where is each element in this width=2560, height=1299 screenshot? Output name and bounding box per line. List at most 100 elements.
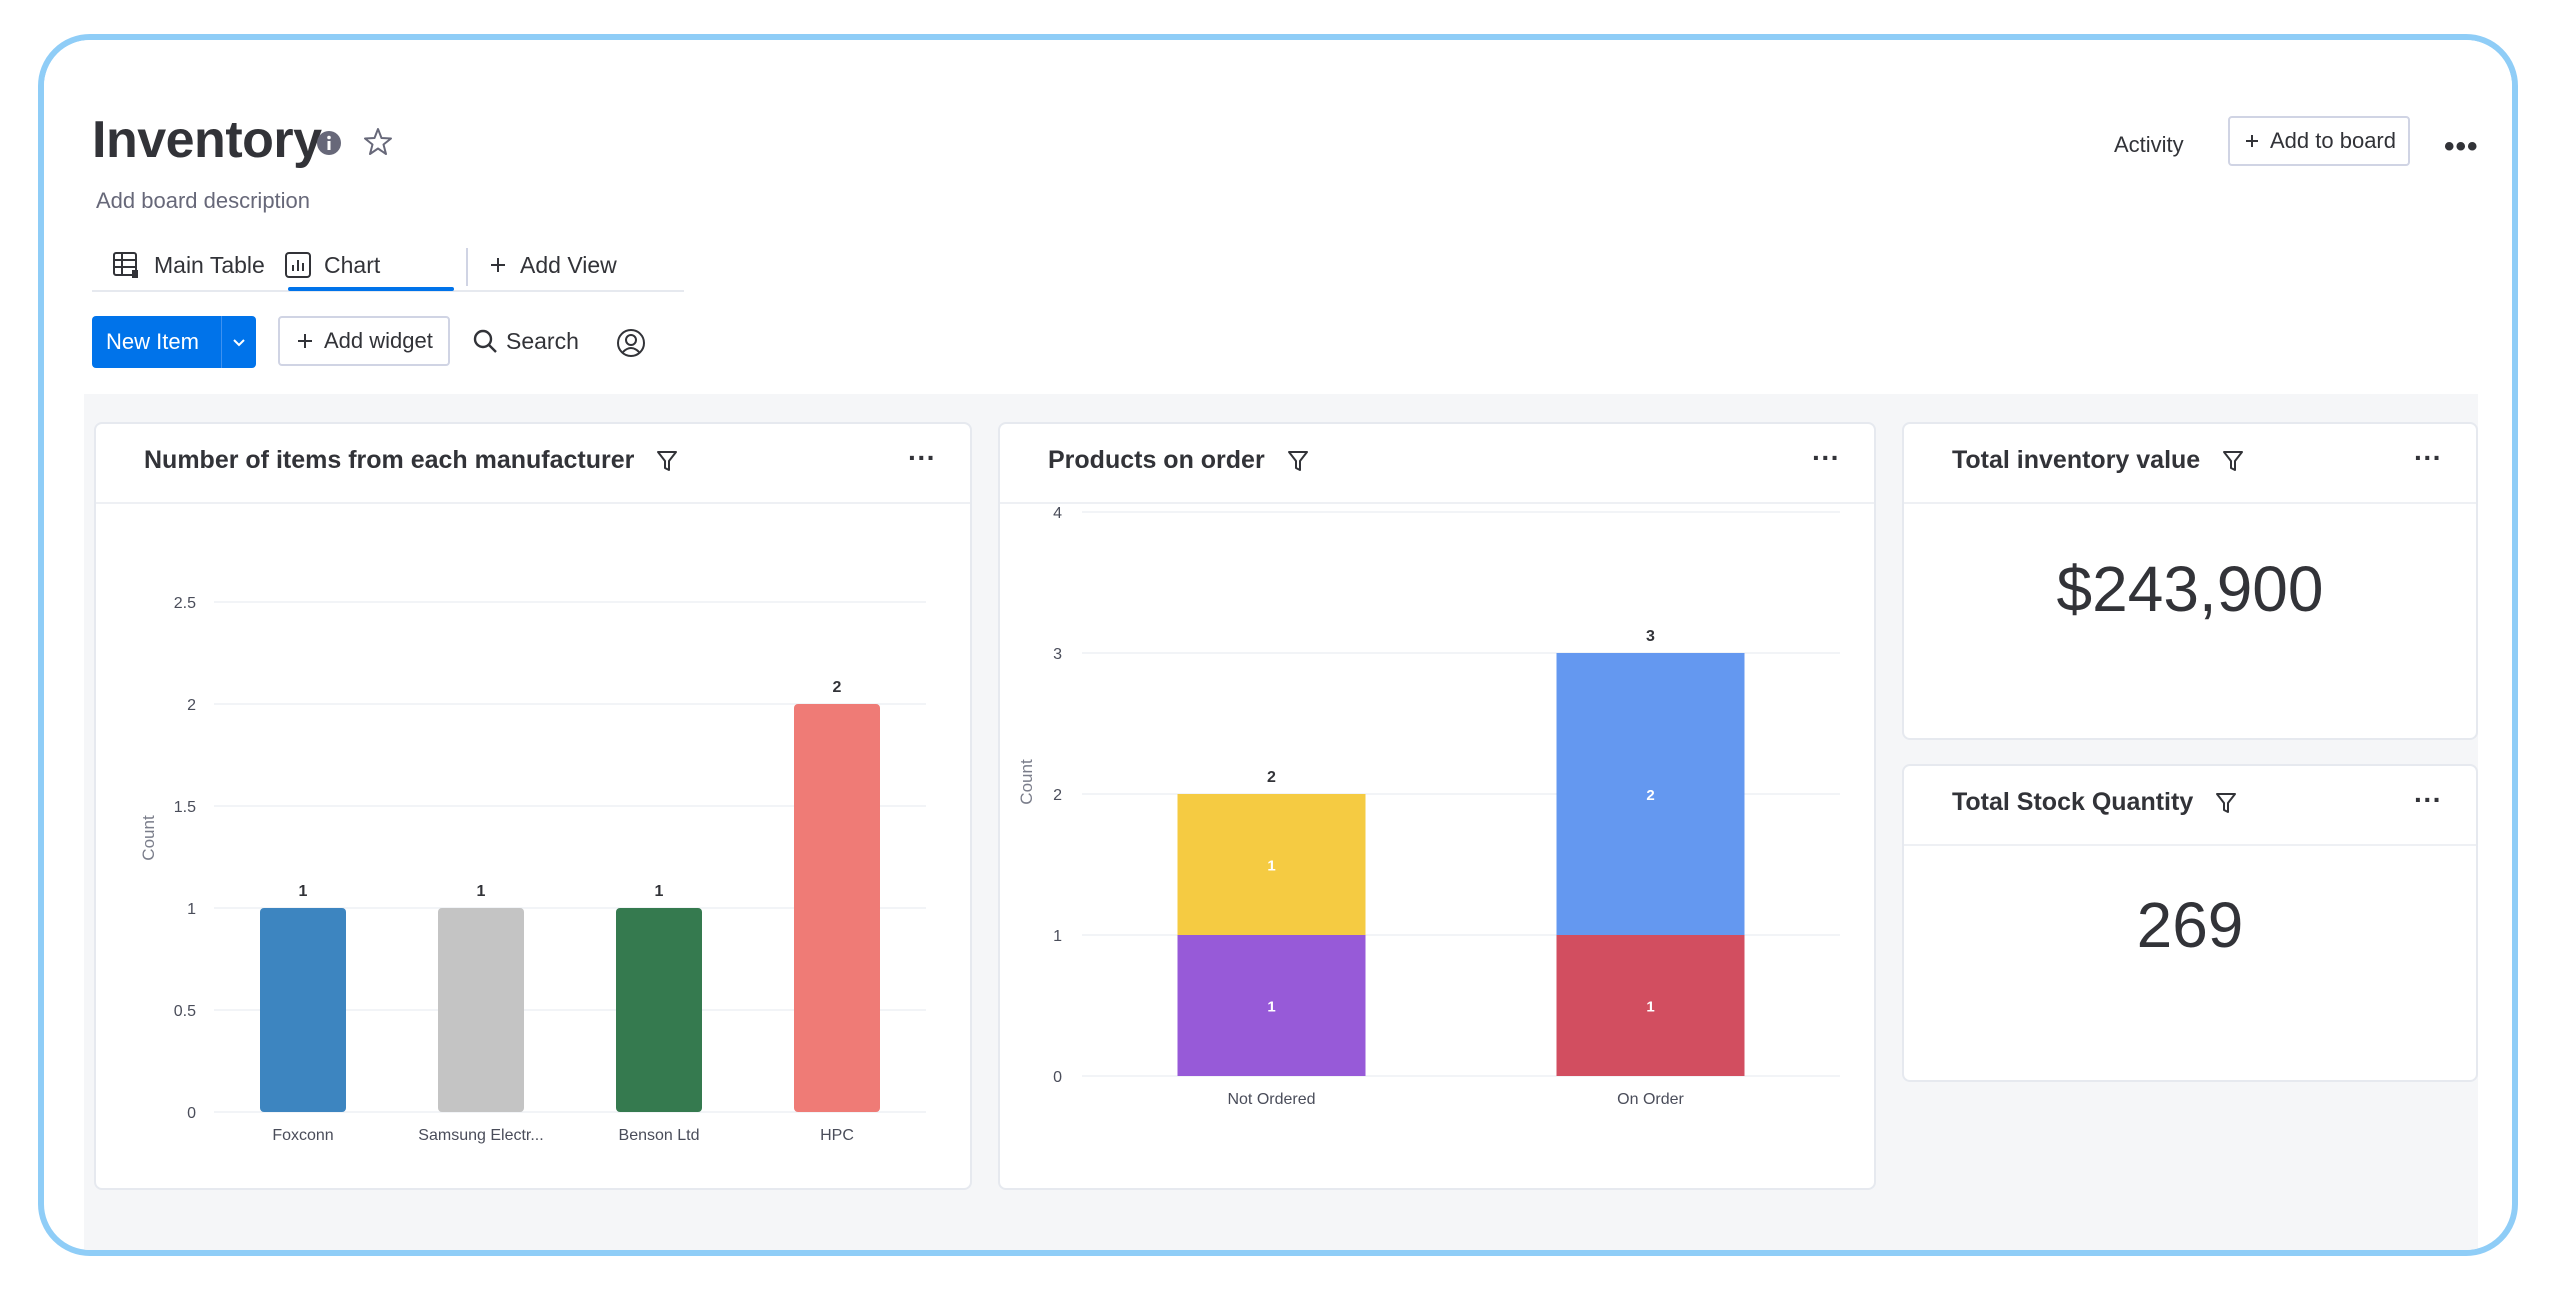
active-tab-indicator [288, 287, 454, 291]
y-tick-label: 4 [1053, 505, 1062, 522]
tab-chart-label: Chart [324, 251, 381, 278]
app-frame: Inventory Add board description Main Tab… [38, 34, 2518, 1256]
tab-main-table[interactable]: Main Table [112, 240, 265, 290]
stacked-bar-segment [1177, 794, 1366, 935]
widget-header: Total Stock Quantity ··· [1904, 766, 2476, 846]
widget-title: Total Stock Quantity [1952, 788, 2237, 817]
widget-stock-quantity: Total Stock Quantity ··· 269 [1902, 764, 2478, 1082]
stacked-bar-segment [1556, 653, 1745, 935]
widget-more-icon[interactable]: ··· [1812, 442, 1840, 473]
dashboard-area: Number of items from each manufacturer ·… [84, 394, 2478, 1250]
plus-icon [298, 334, 312, 348]
total-label: 3 [1646, 628, 1655, 645]
plus-icon [491, 258, 505, 272]
add-to-board-label: Add to board [2270, 128, 2396, 153]
person-filter-icon[interactable] [616, 328, 646, 358]
stacked-bar-segment [1556, 935, 1745, 1076]
search-label: Search [506, 327, 579, 354]
widget-more-icon[interactable]: ··· [908, 442, 936, 473]
table-icon [113, 252, 138, 278]
info-icon[interactable] [316, 130, 342, 156]
manufacturer-bar-chart: Count 0 0.5 1 1.5 2 2.5 1 Foxconn 1 Samsung Elect… [139, 595, 926, 1144]
widget-title-text: Total Stock Quantity [1952, 788, 2194, 816]
total-label: 2 [1267, 769, 1276, 786]
widget-title-text: Products on order [1048, 446, 1265, 474]
y-axis-label: Count [139, 815, 158, 861]
widget-header: Products on order ··· [1000, 424, 1874, 504]
data-label: 1 [477, 883, 486, 900]
y-tick-label: 0 [1053, 1069, 1062, 1086]
widget-on-order-chart: Products on order ··· Count 0 1 2 3 4 1 1 2 Not … [998, 422, 1876, 1190]
add-view-button[interactable]: Add View [488, 240, 617, 290]
view-tabs: Main Table Chart Add View [92, 240, 684, 292]
y-tick-label: 1.5 [174, 799, 196, 816]
widget-more-icon[interactable]: ··· [2414, 784, 2442, 815]
widget-title-text: Number of items from each manufacturer [144, 446, 635, 474]
y-tick-label: 2 [187, 697, 196, 714]
tab-divider [466, 248, 468, 286]
star-icon[interactable] [362, 126, 394, 158]
chart-icon [285, 252, 311, 278]
widget-title: Total inventory value [1952, 446, 2244, 475]
y-tick-label: 2 [1053, 787, 1062, 804]
x-tick-label: Benson Ltd [619, 1127, 700, 1144]
board-header: Inventory Add board description Main Tab… [44, 40, 2512, 400]
data-label: 2 [833, 679, 842, 696]
split-divider [221, 316, 222, 368]
stock-quantity-number: 269 [2136, 889, 2244, 961]
widget-header: Number of items from each manufacturer ·… [96, 424, 970, 504]
y-axis-label: Count [1017, 759, 1036, 805]
chevron-down-icon[interactable] [222, 334, 256, 350]
y-tick-label: 0 [187, 1105, 196, 1122]
data-label: 1 [299, 883, 308, 900]
filter-icon[interactable] [2215, 791, 2237, 815]
search-icon [473, 329, 497, 353]
more-options-icon[interactable]: ••• [2444, 130, 2479, 163]
segment-label: 1 [1267, 858, 1275, 875]
y-tick-label: 2.5 [174, 595, 196, 612]
tab-main-table-label: Main Table [154, 251, 265, 278]
stacked-bar-segment [1177, 935, 1366, 1076]
search-button[interactable]: Search [472, 316, 579, 366]
y-tick-label: 1 [187, 901, 196, 918]
bar [260, 908, 346, 1112]
data-label: 1 [655, 883, 664, 900]
tab-chart[interactable]: Chart [250, 240, 416, 290]
board-title[interactable]: Inventory [92, 111, 322, 169]
plus-icon [2246, 135, 2258, 147]
new-item-button[interactable]: New Item [92, 316, 256, 368]
segment-label: 1 [1267, 999, 1275, 1016]
new-item-label: New Item [106, 329, 199, 354]
x-tick-label: Foxconn [272, 1127, 333, 1144]
inventory-value-number: $243,900 [2056, 553, 2324, 625]
activity-button[interactable]: Activity [2114, 132, 2184, 157]
widget-title-text: Total inventory value [1952, 446, 2201, 474]
add-widget-button[interactable]: Add widget [278, 316, 450, 366]
y-tick-label: 1 [1053, 928, 1062, 945]
x-tick-label: HPC [820, 1127, 854, 1144]
filter-icon[interactable] [656, 449, 678, 473]
y-tick-label: 0.5 [174, 1003, 196, 1020]
x-tick-label: Not Ordered [1227, 1091, 1315, 1108]
segment-label: 2 [1646, 787, 1654, 804]
widget-title: Number of items from each manufacturer [144, 446, 678, 475]
add-to-board-button[interactable]: Add to board [2228, 116, 2410, 166]
on-order-stacked-chart: Count 0 1 2 3 4 1 1 2 Not Ordered 1 2 3 On Order [1017, 505, 1840, 1108]
filter-icon[interactable] [1287, 449, 1309, 473]
bar [438, 908, 524, 1112]
widget-header: Total inventory value ··· [1904, 424, 2476, 504]
board-description[interactable]: Add board description [96, 188, 311, 213]
add-view-label: Add View [520, 251, 617, 278]
widget-inventory-value: Total inventory value ··· $243,900 [1902, 422, 2478, 740]
filter-icon[interactable] [2222, 449, 2244, 473]
bar [794, 704, 880, 1112]
widget-title: Products on order [1048, 446, 1309, 475]
x-tick-label: Samsung Electr... [418, 1127, 543, 1144]
bar [616, 908, 702, 1112]
add-widget-label: Add widget [324, 328, 433, 353]
x-tick-label: On Order [1617, 1091, 1684, 1108]
y-tick-label: 3 [1053, 646, 1062, 663]
widget-manufacturer-chart: Number of items from each manufacturer ·… [94, 422, 972, 1190]
segment-label: 1 [1646, 999, 1654, 1016]
widget-more-icon[interactable]: ··· [2414, 442, 2442, 473]
